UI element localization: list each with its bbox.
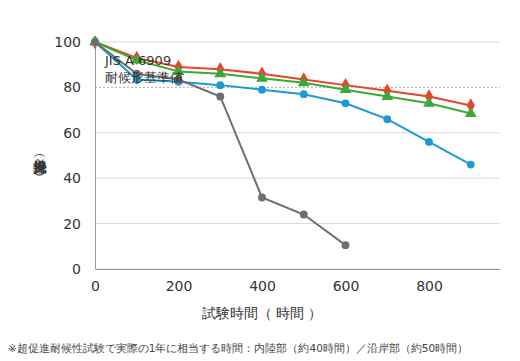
series-line	[95, 42, 471, 165]
x-tick: 600	[333, 269, 360, 294]
grid-line	[95, 223, 500, 224]
x-tick-label: 0	[91, 278, 100, 294]
reference-line	[95, 87, 500, 88]
footnote: ※超促進耐候性試験で実際の1年に相当する時間：内陸部（約40時間）／沿岸部（約5…	[8, 342, 468, 355]
grid-line	[95, 132, 500, 133]
series-line	[95, 42, 346, 245]
y-tick: 100	[54, 34, 95, 50]
x-axis-title: 試験時間（ 時間 ）	[202, 305, 323, 321]
y-axis-line	[95, 43, 96, 270]
annotation-line: JIS A 6909	[104, 53, 171, 68]
series-marker	[258, 86, 266, 94]
y-tick-label: 80	[63, 79, 81, 95]
x-tick: 800	[416, 269, 443, 294]
y-tick: 20	[63, 216, 95, 232]
series-marker	[216, 81, 224, 89]
series-marker	[216, 93, 224, 101]
series-marker	[381, 90, 393, 100]
y-tick: 40	[63, 170, 95, 186]
x-tick: 200	[166, 269, 193, 294]
plot: 0 200 400 600 800 0 20 40 60 80 100 JIS A 6909 耐候形基準…	[54, 34, 500, 294]
grid	[95, 42, 500, 269]
y-tick: 0	[72, 261, 95, 277]
series-line	[95, 42, 471, 114]
y-tick-label: 0	[72, 261, 81, 277]
x-tick-label: 200	[166, 278, 193, 294]
x-tick: 400	[249, 269, 276, 294]
y-tick: 60	[63, 125, 95, 141]
series-line	[95, 42, 471, 106]
series-marker	[300, 211, 308, 219]
y-tick-label: 60	[63, 125, 81, 141]
annotation-line: 耐候形基準値	[105, 70, 183, 85]
chart: 0 200 400 600 800 0 20 40 60 80 100 JIS A 6909 耐候形基準…	[0, 0, 520, 361]
series-marker	[258, 194, 266, 202]
y-axis: 0 20 40 60 80 100	[54, 34, 95, 277]
series-group	[89, 36, 477, 249]
series-marker	[91, 38, 99, 46]
series-marker	[342, 241, 350, 249]
series-marker	[340, 83, 352, 93]
series-marker	[342, 99, 350, 107]
x-tick-label: 600	[333, 278, 360, 294]
y-tick-label: 20	[63, 216, 81, 232]
y-tick-label: 40	[63, 170, 81, 186]
series-marker	[300, 90, 308, 98]
series-marker	[383, 115, 391, 123]
x-tick: 0	[91, 269, 100, 294]
y-axis-title: 光沢保持率（％）	[32, 149, 48, 176]
series-marker	[256, 72, 268, 82]
x-tick-label: 800	[416, 278, 443, 294]
annotation: JIS A 6909 耐候形基準値	[104, 53, 183, 85]
x-tick-label: 400	[249, 278, 276, 294]
grid-line	[95, 269, 500, 270]
x-axis: 0 200 400 600 800	[91, 269, 500, 294]
series-marker	[214, 67, 226, 77]
series-marker	[423, 96, 435, 106]
series-marker	[298, 76, 310, 86]
y-tick-label: 100	[54, 34, 81, 50]
y-tick: 80	[63, 79, 95, 95]
x-axis-line	[96, 269, 501, 270]
grid-line	[95, 178, 500, 179]
series-marker	[467, 161, 475, 169]
series-marker	[91, 38, 99, 46]
grid-line	[95, 42, 500, 43]
series-marker	[425, 138, 433, 146]
series-marker	[465, 107, 477, 117]
